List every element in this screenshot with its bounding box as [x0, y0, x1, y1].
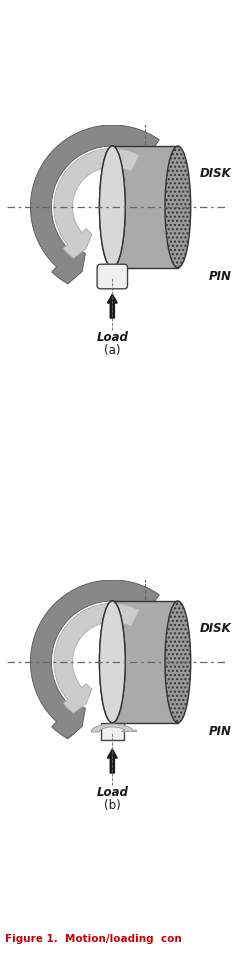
- Text: (a): (a): [104, 344, 121, 356]
- Ellipse shape: [99, 601, 125, 723]
- Ellipse shape: [165, 601, 191, 723]
- FancyArrow shape: [107, 294, 117, 318]
- Text: (b): (b): [104, 799, 121, 811]
- Text: Load: Load: [96, 331, 128, 344]
- Polygon shape: [112, 601, 178, 723]
- FancyArrow shape: [107, 749, 117, 773]
- Text: PIN: PIN: [209, 270, 232, 283]
- Text: DISK: DISK: [200, 621, 232, 635]
- Text: Figure 1.  Motion/loading  con: Figure 1. Motion/loading con: [5, 934, 181, 944]
- FancyBboxPatch shape: [97, 264, 128, 288]
- Text: DISK: DISK: [200, 166, 232, 180]
- Text: Load: Load: [96, 786, 128, 799]
- Polygon shape: [30, 580, 159, 739]
- Text: PIN: PIN: [209, 725, 232, 738]
- Polygon shape: [91, 724, 136, 732]
- FancyBboxPatch shape: [101, 723, 124, 741]
- Polygon shape: [54, 148, 140, 258]
- Polygon shape: [30, 125, 159, 284]
- Ellipse shape: [99, 146, 125, 268]
- Ellipse shape: [99, 146, 125, 268]
- Ellipse shape: [165, 146, 191, 268]
- Polygon shape: [112, 146, 178, 268]
- Ellipse shape: [99, 601, 125, 723]
- Polygon shape: [54, 603, 140, 713]
